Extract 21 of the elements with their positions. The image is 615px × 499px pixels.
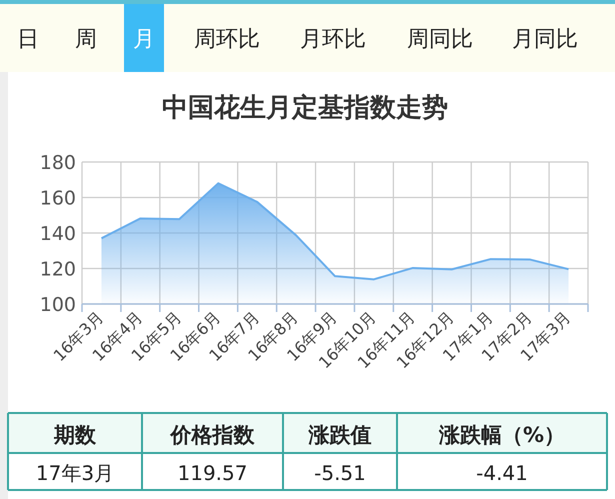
text: 月 — [133, 27, 155, 52]
text: 价格指数 — [170, 423, 256, 447]
y-tick-label: 100 — [40, 294, 76, 316]
chart-title: 中国花生月定基指数走势 — [162, 93, 448, 123]
text: -4.41 — [476, 461, 528, 485]
text: 17年3月 — [36, 461, 114, 485]
text: 日 — [17, 27, 39, 52]
text: 期数 — [53, 423, 97, 447]
text: 月同比 — [512, 27, 578, 52]
text: 周同比 — [407, 27, 473, 52]
text: 周环比 — [194, 27, 260, 52]
text: 月环比 — [300, 27, 366, 52]
text: 涨跌值 — [308, 423, 372, 447]
text: 119.57 — [178, 461, 248, 485]
y-tick-label: 160 — [40, 188, 76, 210]
y-tick-label: 120 — [40, 258, 76, 280]
text: 周 — [75, 27, 97, 52]
y-tick-label: 180 — [40, 152, 76, 174]
y-tick-label: 140 — [40, 223, 76, 245]
text: -5.51 — [314, 461, 366, 485]
text: 涨跌幅（%） — [438, 423, 566, 447]
